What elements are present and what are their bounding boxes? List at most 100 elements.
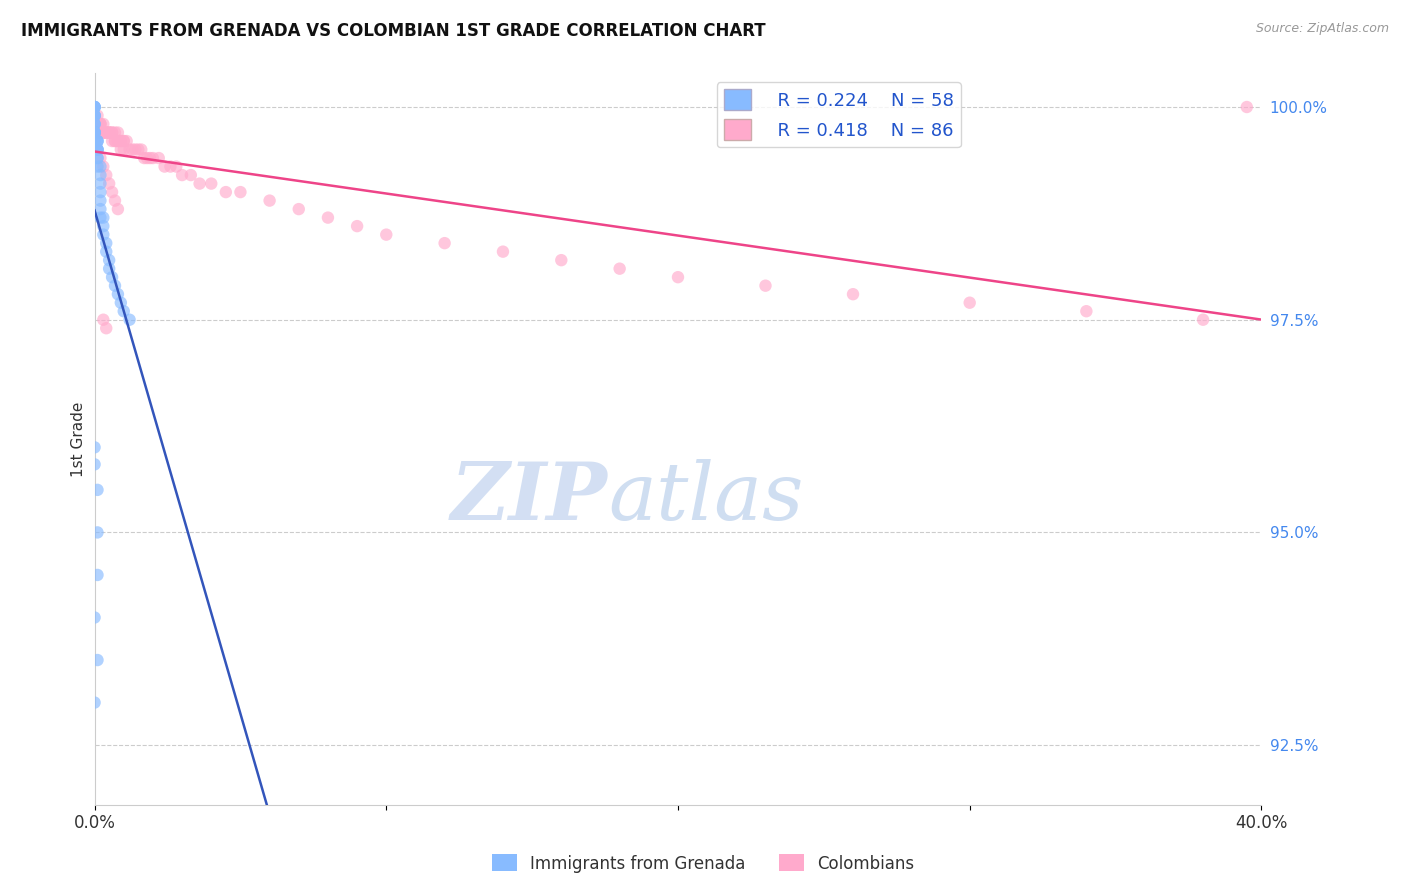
Point	[98, 177, 121, 191]
Point	[1236, 100, 1258, 114]
Point	[83, 109, 105, 123]
Point	[91, 126, 114, 140]
Point	[492, 244, 515, 259]
Point	[1076, 304, 1098, 318]
Point	[83, 117, 105, 131]
Point	[98, 261, 121, 276]
Point	[104, 278, 127, 293]
Point	[98, 253, 121, 268]
Point	[112, 134, 135, 148]
Point	[172, 168, 194, 182]
Point	[83, 100, 105, 114]
Point	[91, 219, 114, 234]
Point	[110, 143, 132, 157]
Point	[165, 160, 187, 174]
Point	[134, 151, 156, 165]
Point	[89, 126, 111, 140]
Point	[86, 126, 108, 140]
Point	[83, 126, 105, 140]
Point	[259, 194, 281, 208]
Point	[89, 194, 111, 208]
Point	[215, 185, 238, 199]
Point	[666, 270, 689, 285]
Point	[375, 227, 398, 242]
Point	[86, 653, 108, 667]
Point	[89, 202, 111, 216]
Point	[86, 109, 108, 123]
Point	[86, 143, 108, 157]
Point	[86, 143, 108, 157]
Point	[104, 126, 127, 140]
Point	[86, 117, 108, 131]
Legend:   R = 0.224    N = 58,   R = 0.418    N = 86: R = 0.224 N = 58, R = 0.418 N = 86	[717, 82, 960, 147]
Point	[83, 109, 105, 123]
Point	[229, 185, 252, 199]
Point	[107, 287, 129, 301]
Point	[83, 117, 105, 131]
Point	[121, 143, 143, 157]
Point	[96, 236, 118, 251]
Point	[89, 185, 111, 199]
Point	[98, 126, 121, 140]
Point	[118, 312, 141, 326]
Point	[107, 134, 129, 148]
Point	[89, 160, 111, 174]
Point	[83, 100, 105, 114]
Point	[96, 126, 118, 140]
Point	[188, 177, 211, 191]
Point	[153, 160, 176, 174]
Point	[124, 143, 146, 157]
Point	[83, 117, 105, 131]
Point	[115, 134, 138, 148]
Text: atlas: atlas	[607, 458, 803, 536]
Point	[112, 304, 135, 318]
Point	[91, 117, 114, 131]
Point	[91, 312, 114, 326]
Point	[346, 219, 368, 234]
Point	[136, 151, 159, 165]
Point	[139, 151, 162, 165]
Legend: Immigrants from Grenada, Colombians: Immigrants from Grenada, Colombians	[485, 847, 921, 880]
Point	[959, 295, 981, 310]
Point	[89, 117, 111, 131]
Point	[112, 134, 135, 148]
Point	[287, 202, 309, 216]
Point	[86, 151, 108, 165]
Point	[101, 134, 124, 148]
Point	[104, 134, 127, 148]
Point	[83, 126, 105, 140]
Point	[159, 160, 181, 174]
Point	[96, 126, 118, 140]
Point	[96, 126, 118, 140]
Point	[142, 151, 165, 165]
Point	[96, 244, 118, 259]
Point	[83, 440, 105, 454]
Point	[83, 109, 105, 123]
Point	[83, 109, 105, 123]
Point	[83, 126, 105, 140]
Point	[118, 143, 141, 157]
Point	[96, 168, 118, 182]
Point	[89, 177, 111, 191]
Point	[86, 143, 108, 157]
Point	[86, 117, 108, 131]
Point	[110, 134, 132, 148]
Point	[101, 126, 124, 140]
Point	[104, 194, 127, 208]
Point	[89, 117, 111, 131]
Point	[98, 126, 121, 140]
Point	[180, 168, 202, 182]
Point	[609, 261, 631, 276]
Point	[83, 117, 105, 131]
Point	[101, 185, 124, 199]
Point	[89, 117, 111, 131]
Point	[86, 483, 108, 497]
Point	[107, 134, 129, 148]
Point	[110, 295, 132, 310]
Point	[86, 151, 108, 165]
Point	[127, 143, 149, 157]
Point	[86, 568, 108, 582]
Point	[550, 253, 572, 268]
Point	[89, 211, 111, 225]
Point	[83, 134, 105, 148]
